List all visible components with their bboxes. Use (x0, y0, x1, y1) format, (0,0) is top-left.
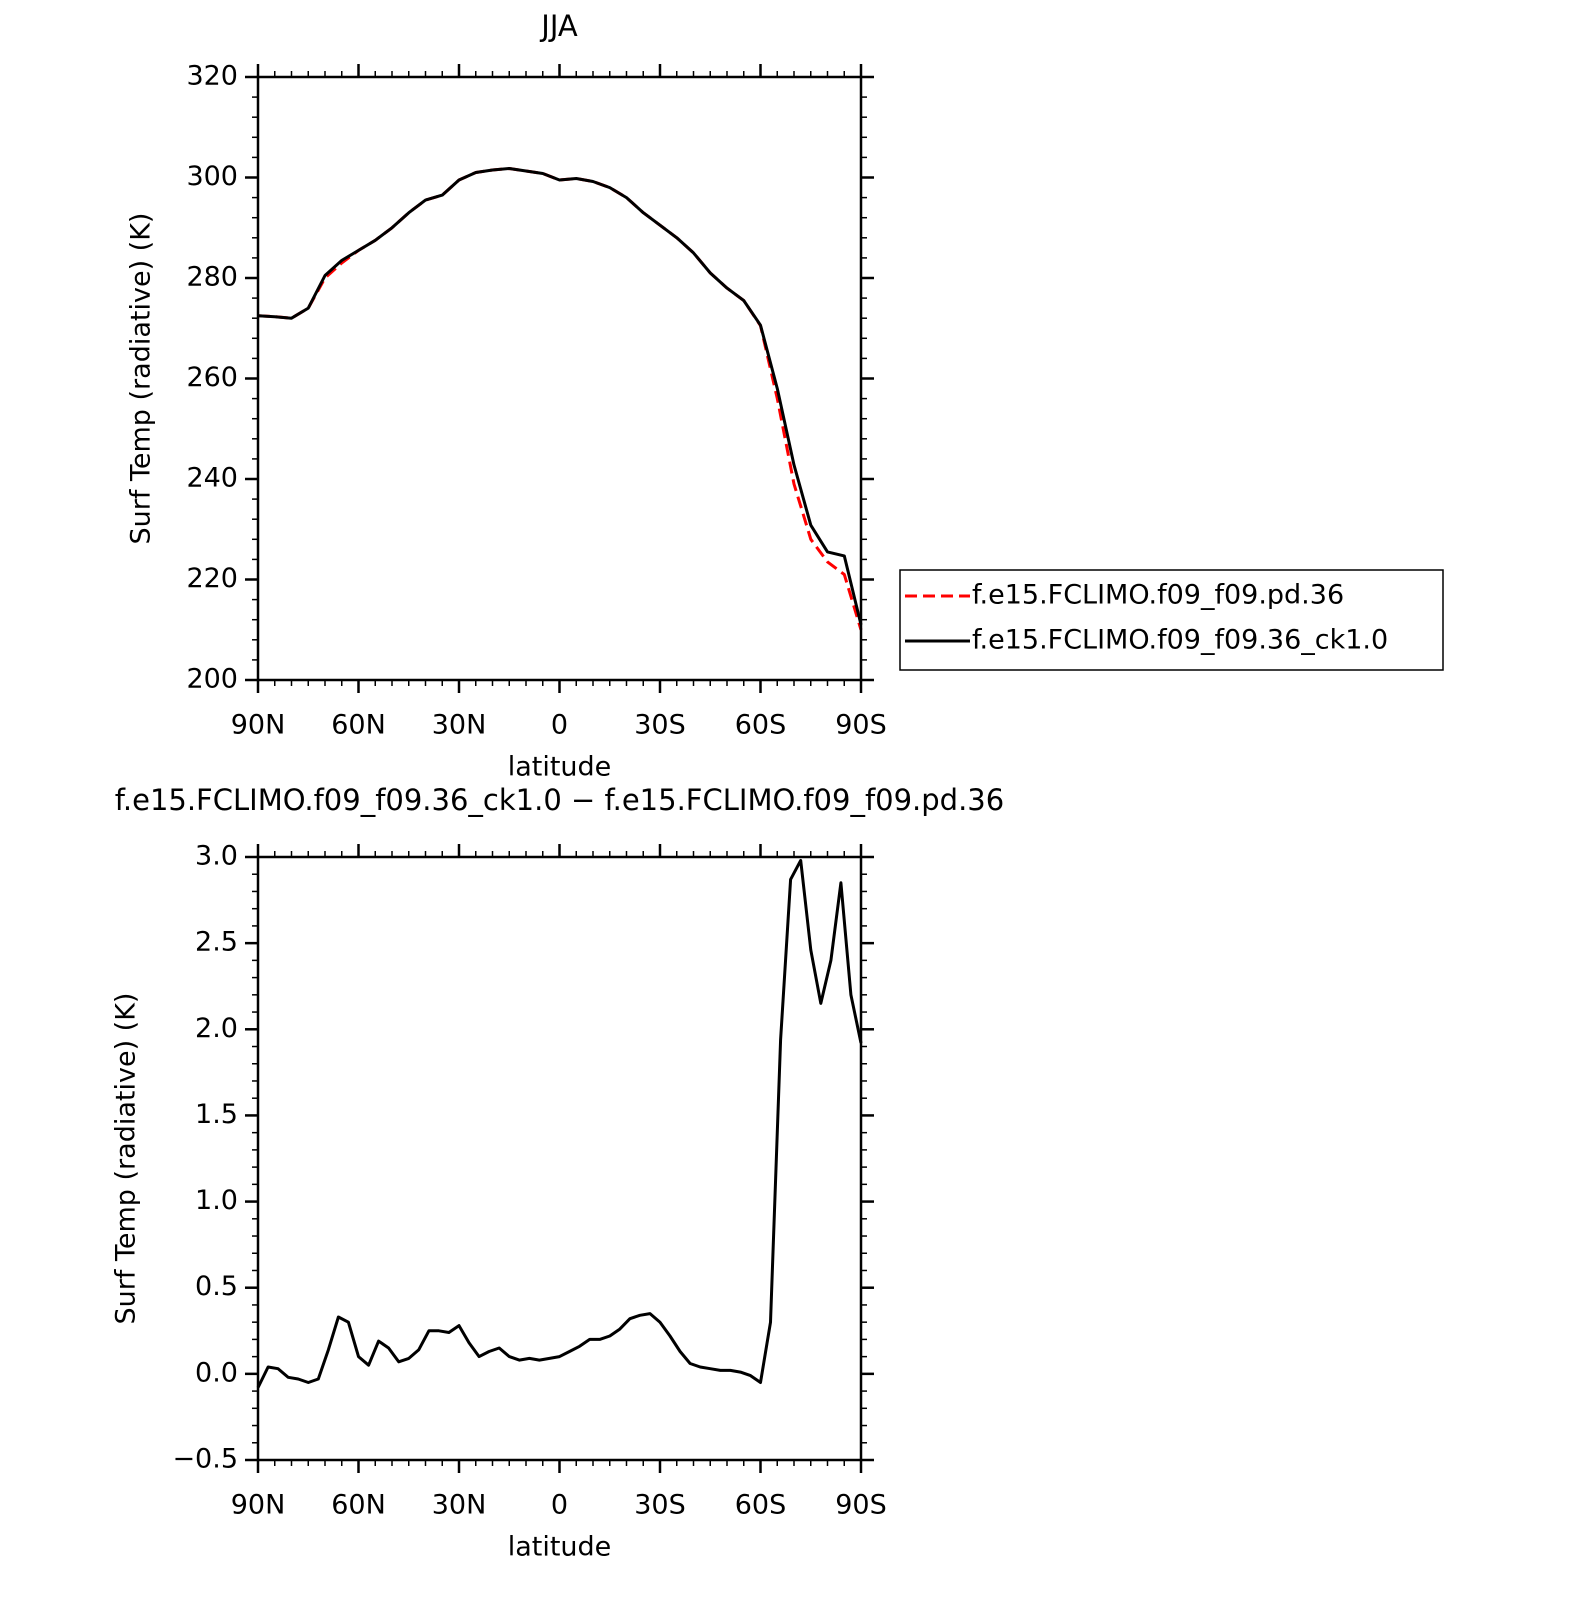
legend-label: f.e15.FCLIMO.f09_f09.36_ck1.0 (972, 625, 1388, 656)
x-tick-label: 90S (835, 710, 887, 741)
data-line (257, 167, 863, 626)
x-tick-label: 60N (331, 710, 386, 741)
chart-title: JJA (539, 9, 578, 43)
x-tick-label: 60N (331, 1490, 386, 1521)
y-axis-label: Surf Temp (radiative) (K) (126, 213, 157, 545)
y-tick-label: −0.5 (172, 1444, 238, 1475)
x-tick-label: 90N (231, 1490, 286, 1521)
y-tick-label: 0.0 (195, 1357, 238, 1388)
x-tick-label: 90N (231, 710, 286, 741)
y-tick-label: 320 (186, 61, 238, 92)
y-tick-label: 1.5 (195, 1099, 238, 1130)
x-tick-label: 0 (551, 1490, 568, 1521)
x-tick-label: 30S (634, 1490, 686, 1521)
x-tick-label: 60S (735, 1490, 787, 1521)
x-tick-label: 90S (835, 1490, 887, 1521)
x-tick-label: 0 (551, 710, 568, 741)
plot-frame (256, 75, 863, 682)
y-tick-label: 1.0 (195, 1185, 238, 1216)
y-tick-label: 2.5 (195, 927, 238, 958)
legend-box (899, 569, 1444, 671)
data-line (257, 167, 863, 631)
y-tick-label: 280 (186, 262, 238, 293)
y-tick-label: 200 (186, 664, 238, 695)
x-tick-label: 30S (634, 710, 686, 741)
data-line (256, 858, 863, 1389)
y-tick-label: 300 (186, 161, 238, 192)
y-tick-label: 220 (186, 563, 238, 594)
x-tick-label: 30N (432, 710, 487, 741)
legend-label: f.e15.FCLIMO.f09_f09.pd.36 (972, 580, 1344, 611)
x-axis-label: latitude (508, 1532, 612, 1563)
chart-title: f.e15.FCLIMO.f09_f09.36_ck1.0 − f.e15.FC… (115, 783, 1004, 817)
plot-frame (256, 855, 863, 1462)
y-tick-label: 3.0 (195, 841, 238, 872)
x-axis-label: latitude (508, 752, 612, 783)
y-tick-label: 240 (186, 463, 238, 494)
y-tick-label: 260 (186, 362, 238, 393)
y-axis-label: Surf Temp (radiative) (K) (111, 993, 142, 1325)
x-tick-label: 60S (735, 710, 787, 741)
x-tick-label: 30N (432, 1490, 487, 1521)
y-tick-label: 2.0 (195, 1013, 238, 1044)
y-tick-label: 0.5 (195, 1271, 238, 1302)
